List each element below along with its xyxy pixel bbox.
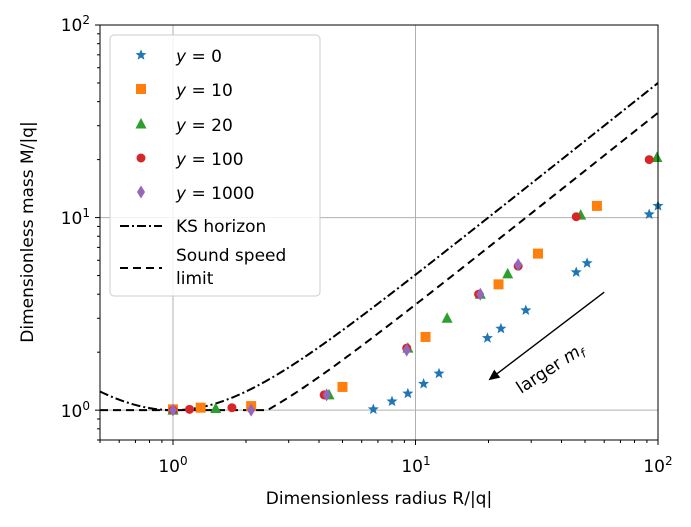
ticks <box>95 24 659 445</box>
y-tick-label-100: 102 <box>61 13 90 36</box>
data-point-square <box>493 279 504 290</box>
legend-label-y20: y = 20 <box>175 116 233 136</box>
data-point-star <box>581 257 593 268</box>
legend-label-ks-horizon: KS horizon <box>176 217 266 237</box>
data-point-circle <box>571 212 581 222</box>
data-point-triangle <box>502 267 514 279</box>
data-point-square <box>591 200 602 211</box>
data-point-star <box>570 266 582 277</box>
y-tick-label-1: 100 <box>61 399 90 422</box>
legend-box <box>109 34 321 297</box>
data-point-square <box>420 331 431 342</box>
data-point-triangle <box>651 151 663 163</box>
data-point-diamond <box>476 287 485 301</box>
data-point-star <box>495 322 507 334</box>
legend-label-y10: y = 10 <box>175 81 233 101</box>
y-axis-label: Dimensionless mass M/|q| <box>18 121 38 342</box>
legend-marker-star <box>135 49 147 60</box>
data-point-diamond <box>514 258 523 272</box>
data-point-star <box>367 403 379 415</box>
legend-marker-square <box>136 84 146 94</box>
legend-markers <box>135 49 147 199</box>
data-point-circle <box>227 403 237 413</box>
data-point-square <box>532 248 543 259</box>
data-point-star <box>520 304 532 315</box>
legend-marker-triangle <box>135 118 147 129</box>
data-points <box>167 151 664 417</box>
legend-label-sound-speed-line2: limit <box>176 269 214 289</box>
x-tick-label-100: 102 <box>643 454 672 477</box>
data-point-circle <box>185 404 195 414</box>
data-point-star <box>418 378 430 389</box>
annotation-arrow-line <box>496 291 605 375</box>
data-point-diamond <box>168 403 177 417</box>
plot-frame <box>99 24 659 441</box>
x-tick-label-10: 101 <box>401 454 430 477</box>
data-point-circle <box>644 155 654 165</box>
legend-marker-circle <box>136 153 146 163</box>
data-point-diamond <box>247 403 256 417</box>
x-tick-label-1: 100 <box>158 454 187 477</box>
ks-horizon-curve <box>100 82 658 412</box>
data-point-star <box>643 208 655 219</box>
annotation-arrow-head <box>488 369 501 381</box>
data-point-star <box>386 395 398 407</box>
data-point-triangle <box>441 312 453 323</box>
legend-label-y1000: y = 1000 <box>175 184 254 204</box>
data-point-square <box>337 381 348 392</box>
x-axis-label: Dimensionless radius R/|q| <box>266 489 492 509</box>
legend: y = 0 y = 10 y = 20 y = 100 y = 1000 KS … <box>109 34 321 297</box>
data-point-star <box>402 387 414 399</box>
legend-label-sound-speed-line1: Sound speed <box>176 246 286 266</box>
data-point-star <box>481 332 493 343</box>
data-point-triangle <box>210 402 222 414</box>
y-tick-label-10: 101 <box>61 206 90 229</box>
legend-label-y100: y = 100 <box>175 150 244 170</box>
legend-label-y0: y = 0 <box>175 47 222 67</box>
legend-marker-diamond <box>137 185 145 199</box>
data-point-diamond <box>402 343 411 357</box>
data-point-square <box>195 402 206 413</box>
data-point-star <box>433 367 445 379</box>
data-point-diamond <box>322 388 331 402</box>
